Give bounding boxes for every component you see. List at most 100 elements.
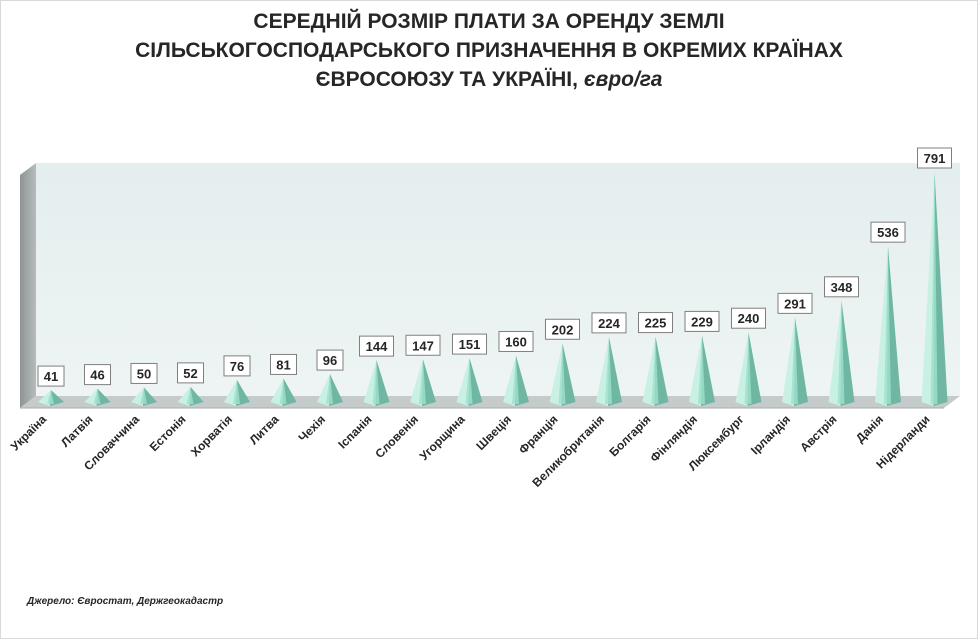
category-label-2: Латвія [58, 412, 95, 449]
bar-20 [921, 172, 948, 406]
bar-8-right-face [375, 360, 390, 406]
bar-17-right-face [794, 317, 808, 406]
data-label-3: 50 [130, 362, 158, 384]
bar-5-ridge [233, 379, 240, 404]
data-label-1: 41 [37, 365, 65, 387]
data-label-18: 348 [824, 276, 859, 298]
data-label-10: 151 [452, 333, 487, 355]
bar-10-right-face [468, 358, 483, 406]
bar-14-left-face [642, 336, 656, 406]
data-label-text-19: 536 [877, 225, 899, 240]
category-label-9: Словенія [372, 412, 421, 461]
bar-9 [410, 359, 436, 406]
data-label-box-11 [498, 330, 534, 352]
data-label-text-5: 76 [230, 359, 244, 374]
bar-20-right-face [933, 172, 948, 406]
category-label-18: Австрія [797, 412, 839, 454]
data-label-box-13 [591, 312, 627, 334]
bar-18-right-face [840, 300, 855, 406]
bar-6-ridge [279, 378, 287, 404]
bar-19 [875, 246, 901, 406]
data-label-text-4: 52 [183, 366, 197, 381]
data-label-box-19 [870, 221, 906, 243]
bar-18-ridge [837, 300, 845, 404]
bar-2 [84, 388, 111, 406]
data-label-box-17 [777, 292, 813, 314]
bar-13-right-face [608, 336, 622, 406]
data-label-text-20: 791 [924, 151, 946, 166]
category-label-8: Іспанія [335, 412, 374, 451]
bar-11-right-face [515, 355, 529, 406]
bar-16-right-face [747, 332, 762, 406]
data-label-text-14: 225 [645, 316, 667, 331]
category-label-5: Хорватія [188, 412, 235, 459]
data-label-text-13: 224 [598, 316, 620, 331]
chart-title-line-3-text: ЄВРОСОЮЗУ ТА УКРАЇНІ, [315, 68, 578, 91]
chart-source: Джерело: Євростат, Держгеокадастр [27, 596, 224, 607]
data-label-box-2 [84, 364, 111, 386]
chart-title-unit: євро/га [583, 68, 663, 91]
data-label-box-5 [223, 355, 251, 377]
bar-4-ridge [186, 386, 194, 404]
bar-14-right-face [654, 336, 669, 406]
bar-11-left-face [503, 355, 516, 406]
chart-title-line-2: СІЛЬСЬКОГОСПОДАРСЬКОГО ПРИЗНАЧЕННЯ В ОКР… [135, 39, 843, 62]
category-label-7: Чехія [296, 412, 329, 445]
data-label-text-17: 291 [784, 296, 806, 311]
data-label-16: 240 [731, 307, 766, 329]
bar-19-ridge [884, 246, 891, 404]
data-label-text-7: 96 [323, 353, 337, 368]
data-label-box-7 [316, 349, 344, 371]
bar-15-ridge [698, 335, 705, 404]
bar-12-right-face [561, 343, 576, 406]
data-label-text-9: 147 [412, 338, 434, 353]
data-label-box-15 [684, 310, 720, 332]
chart-floor [20, 396, 960, 408]
bar-9-left-face [410, 359, 423, 406]
data-label-20: 791 [917, 147, 952, 169]
bar-16-left-face [735, 332, 749, 406]
data-label-box-20 [917, 147, 952, 169]
category-label-19: Данія [853, 412, 886, 445]
data-label-box-1 [37, 365, 65, 387]
bar-17-left-face [782, 317, 795, 406]
bar-18-left-face [828, 300, 842, 406]
bar-3 [131, 387, 157, 406]
bar-1-ridge [47, 390, 54, 404]
data-label-19: 536 [870, 221, 906, 243]
bar-11 [503, 355, 529, 406]
bar-7-ridge [326, 374, 333, 404]
bar-6 [270, 378, 297, 406]
data-label-6: 81 [270, 353, 297, 375]
bar-17 [782, 317, 808, 406]
data-label-text-10: 151 [459, 337, 481, 352]
data-label-4: 52 [177, 362, 204, 384]
data-label-17: 291 [777, 292, 813, 314]
data-label-5: 76 [223, 355, 251, 377]
bar-10-left-face [456, 358, 470, 406]
chart-title-line-3: ЄВРОСОЮЗУ ТА УКРАЇНІ, євро/га [0, 65, 978, 94]
data-label-text-12: 202 [552, 322, 574, 337]
data-label-box-6 [270, 353, 297, 375]
data-label-box-12 [545, 318, 580, 340]
category-label-6: Литва [247, 412, 282, 447]
bar-14-ridge [651, 336, 659, 404]
bar-10-ridge [465, 358, 473, 404]
data-label-text-1: 41 [44, 369, 58, 384]
data-label-text-15: 229 [691, 314, 713, 329]
bar-5-left-face [224, 379, 237, 406]
bar-7 [317, 374, 343, 406]
bar-8-ridge [372, 360, 380, 404]
bar-20-ridge [930, 172, 938, 404]
data-label-text-16: 240 [738, 311, 760, 326]
data-label-box-3 [130, 362, 158, 384]
bar-15-left-face [689, 335, 702, 406]
bar-19-left-face [875, 246, 888, 406]
data-label-text-2: 46 [90, 368, 104, 383]
chart-back-wall [36, 163, 960, 396]
bar-12-ridge [558, 343, 566, 404]
bar-9-right-face [422, 359, 436, 406]
bar-13 [596, 336, 622, 406]
data-label-text-3: 50 [137, 366, 151, 381]
bar-3-ridge [140, 387, 147, 404]
